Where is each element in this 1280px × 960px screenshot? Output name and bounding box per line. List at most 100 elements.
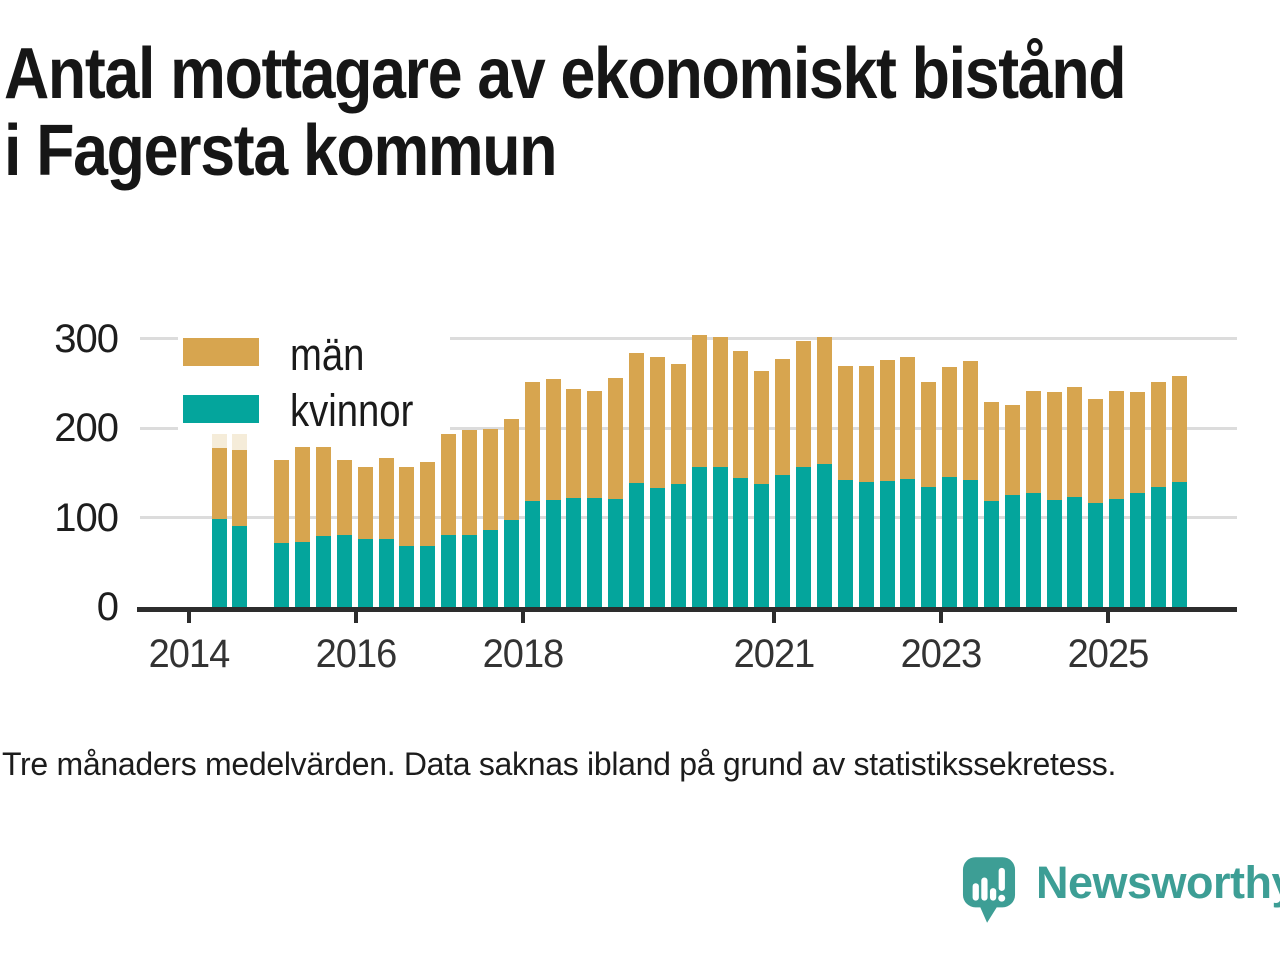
bar-2014-q3-segment-kvinnor <box>232 526 248 607</box>
x-axis-tick-2016 <box>354 611 359 623</box>
y-axis-label-300: 300 <box>54 316 119 361</box>
x-axis-line <box>137 607 1237 612</box>
bar-2018-q1-segment-kvinnor <box>524 500 540 607</box>
chart-title-line1: Antal mottagare av ekonomiskt bistånd <box>4 34 1127 114</box>
bar-2024-q4-segment-kvinnor <box>1088 503 1104 607</box>
newsworthy-branding: Newsworthy <box>962 856 1280 924</box>
bar-2021-q4-segment-man <box>837 366 853 480</box>
footnote: Tre månaders medelvärden. Data saknas ib… <box>2 746 1117 782</box>
bar-2024-q4-segment-man <box>1088 398 1104 504</box>
bar-2023-q4-segment-man <box>1004 404 1020 496</box>
x-axis-tick-2014 <box>187 611 192 623</box>
bar-2015-q1-segment-man <box>274 460 290 544</box>
bar-2017-q1-segment-man <box>441 434 457 536</box>
bar-2018-q4-segment-kvinnor <box>587 497 603 607</box>
bar-2023-q4-segment-kvinnor <box>1004 495 1020 607</box>
legend-swatch-man <box>183 338 259 366</box>
bar-2019-q3-segment-man <box>649 357 665 488</box>
x-axis-label-2018: 2018 <box>483 632 565 676</box>
x-axis-label-2021: 2021 <box>733 632 816 676</box>
bar-2022-q2-segment-man <box>879 360 895 481</box>
bar-2016-q3-segment-man <box>399 467 415 547</box>
bar-2021-q1-segment-kvinnor <box>775 474 791 607</box>
bar-2022-q3-segment-kvinnor <box>900 479 916 607</box>
legend-swatch-kvinnor <box>183 395 259 423</box>
bar-2020-q1-segment-man <box>691 335 707 467</box>
bar-2016-q1-segment-man <box>357 466 373 539</box>
x-axis-label-2016: 2016 <box>316 632 398 676</box>
newsworthy-wordmark: Newsworthy <box>1036 857 1280 908</box>
bar-2017-q2-segment-man <box>462 429 477 535</box>
bar-2018-q2-segment-man <box>545 378 561 500</box>
bar-2024-q1-segment-kvinnor <box>1025 493 1041 607</box>
bar-2023-q2-segment-man <box>963 360 978 480</box>
gridline-200 <box>140 426 1237 430</box>
bar-2016-q2-segment-kvinnor <box>378 539 394 607</box>
bar-2025-q1-segment-kvinnor <box>1109 498 1125 607</box>
x-axis-tick-2025 <box>1105 611 1110 623</box>
bar-2024-q2-segment-man <box>1046 392 1062 500</box>
bar-2019-q1-segment-kvinnor <box>608 498 624 607</box>
bar-2021-q2-segment-kvinnor <box>796 467 811 607</box>
bar-2021-q4-segment-kvinnor <box>837 479 853 607</box>
bar-2020-q4-segment-man <box>754 370 770 484</box>
bar-2020-q2-segment-kvinnor <box>712 466 728 607</box>
bar-2015-q4-segment-kvinnor <box>336 535 352 607</box>
bar-2025-q2-segment-man <box>1130 392 1145 494</box>
bar-2018-q4-segment-man <box>587 391 603 498</box>
bar-2022-q4-segment-man <box>921 381 937 488</box>
bar-2019-q4-segment-kvinnor <box>670 483 686 607</box>
bar-2023-q1-segment-kvinnor <box>942 477 958 607</box>
bar-2025-q2-segment-kvinnor <box>1130 493 1145 607</box>
gridline-300 <box>140 337 1237 341</box>
x-axis-tick-2021 <box>771 611 776 623</box>
bar-2015-q3-segment-kvinnor <box>315 536 331 607</box>
bar-2015-q2-segment-kvinnor <box>295 541 310 607</box>
bar-2018-q2-segment-kvinnor <box>545 499 561 607</box>
bar-2019-q4-segment-man <box>670 363 686 484</box>
x-axis-tick-2023 <box>938 611 943 623</box>
x-axis-label-2014: 2014 <box>149 632 231 676</box>
bar-2015-q4-segment-man <box>336 460 352 536</box>
y-axis-label-100: 100 <box>54 495 119 540</box>
bar-2017-q2-segment-kvinnor <box>462 534 477 607</box>
bar-2022-q1-segment-man <box>858 366 874 482</box>
bar-2019-q3-segment-kvinnor <box>649 488 665 607</box>
x-axis-tick-2018 <box>521 611 526 623</box>
bar-2021-q3-segment-man <box>816 336 832 464</box>
bar-2014-q3-segment-man <box>232 449 248 527</box>
bar-2016-q3-segment-kvinnor <box>399 546 415 607</box>
bar-2017-q4-segment-kvinnor <box>503 520 519 607</box>
bar-2024-q3-segment-man <box>1067 386 1083 497</box>
y-axis-label-0: 0 <box>96 585 119 629</box>
bar-2014-q2-segment-man <box>211 447 227 520</box>
bar-2021-q1-segment-man <box>775 359 791 475</box>
chart-title: Antal mottagare av ekonomiskt bistånd i F… <box>4 34 1127 191</box>
chart-title-line2: i Fagersta kommun <box>4 111 557 191</box>
bar-2017-q3-segment-man <box>482 428 498 531</box>
bar-2023-q3-segment-man <box>983 402 999 502</box>
bar-2020-q3-segment-kvinnor <box>733 478 749 607</box>
bar-2017-q1-segment-kvinnor <box>441 535 457 607</box>
bar-2019-q2-segment-man <box>629 352 644 483</box>
bar-2023-q3-segment-kvinnor <box>983 501 999 607</box>
bar-2024-q1-segment-man <box>1025 391 1041 494</box>
bar-2016-q2-segment-man <box>378 458 394 539</box>
bar-2018-q3-segment-kvinnor <box>566 497 582 607</box>
bar-2022-q3-segment-man <box>900 357 916 480</box>
newsworthy-logo-icon <box>962 857 1016 923</box>
bar-2017-q3-segment-kvinnor <box>482 530 498 607</box>
bar-2020-q4-segment-kvinnor <box>754 483 770 607</box>
bar-2024-q3-segment-kvinnor <box>1067 496 1083 607</box>
bar-2021-q2-segment-man <box>796 341 811 468</box>
bar-2025-q3-segment-kvinnor <box>1150 487 1166 607</box>
bar-2024-q2-segment-kvinnor <box>1046 499 1062 607</box>
bar-2014-q2-segment-kvinnor <box>211 519 227 607</box>
bar-2025-q4-segment-kvinnor <box>1171 481 1187 607</box>
x-axis-label-2025: 2025 <box>1067 632 1150 676</box>
bar-2021-q3-segment-kvinnor <box>816 463 832 607</box>
bar-2015-q3-segment-man <box>315 446 331 537</box>
bar-2017-q4-segment-man <box>503 419 519 521</box>
